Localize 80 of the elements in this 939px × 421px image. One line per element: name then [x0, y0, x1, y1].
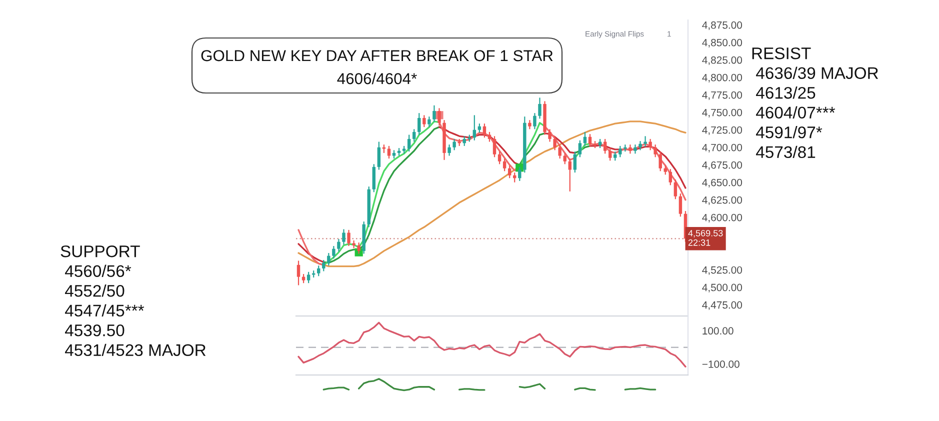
candlestick	[412, 128, 416, 142]
text: RESIST 4636/39 MAJOR 4613/25 4604/07*** 4591/97* 4573/81	[752, 47, 878, 158]
candlestick	[347, 229, 350, 247]
candlestick	[387, 145, 391, 160]
candlestick	[428, 116, 431, 128]
candlestick	[634, 144, 637, 154]
candlestick	[678, 192, 682, 218]
candlestick	[482, 123, 486, 138]
y-tick-label: 4,675.00	[702, 161, 742, 170]
candlestick	[407, 134, 411, 152]
candlestick	[638, 140, 642, 151]
candlestick	[614, 151, 617, 162]
candlestick	[538, 97, 542, 120]
candlestick	[377, 141, 381, 170]
candlestick	[317, 265, 320, 277]
candlestick	[502, 158, 506, 172]
candlestick	[478, 123, 482, 134]
candlestick	[332, 245, 336, 260]
candlestick	[563, 152, 566, 165]
y-tick-label: −100.00	[702, 360, 740, 368]
candlestick	[452, 138, 456, 151]
ref-line-label: 4,569.53 22:31	[688, 230, 723, 246]
candlestick	[618, 145, 622, 158]
y-tick-label: 4,800.00	[702, 74, 742, 82]
text: 4606/4604*	[337, 72, 417, 84]
y-tick-label: 4,500.00	[702, 284, 742, 292]
candlestick	[492, 136, 496, 158]
candlestick	[296, 260, 300, 286]
candlestick	[598, 138, 602, 149]
candlestick	[553, 136, 556, 151]
candlestick	[418, 112, 421, 136]
candlestick	[608, 148, 612, 162]
y-tick-label: 4,525.00	[702, 266, 742, 275]
candlestick	[578, 140, 582, 158]
candlestick	[438, 108, 441, 126]
text: SUPPORT 4560/56* 4552/50 4547/45*** 4539.50 4531/4523 MAJOR	[60, 245, 206, 356]
candlestick	[518, 166, 522, 182]
candlestick	[422, 114, 426, 128]
candlestick	[668, 168, 672, 186]
candlestick	[472, 114, 476, 141]
y-tick-label: 100.00	[702, 327, 734, 335]
y-tick-label: 4,825.00	[702, 56, 742, 65]
candlestick	[528, 120, 532, 130]
candlestick	[337, 238, 340, 252]
candlestick	[372, 164, 376, 193]
candlestick	[432, 104, 436, 123]
candlestick	[644, 136, 647, 148]
candlestick	[357, 242, 360, 254]
candlestick	[327, 252, 330, 266]
candlestick	[654, 144, 657, 158]
y-tick-label: 4,850.00	[702, 38, 742, 48]
y-tick-label: 4,700.00	[702, 144, 742, 152]
candlestick	[342, 228, 346, 246]
y-tick-label: 4,600.00	[702, 214, 742, 222]
candlestick	[603, 138, 607, 154]
candlestick	[322, 259, 326, 272]
y-tick-label: 4,725.00	[702, 126, 742, 135]
y-tick-label: 4,650.00	[702, 178, 742, 188]
candlestick	[648, 138, 652, 151]
y-tick-label: 4,475.00	[702, 301, 742, 310]
y-tick-label: 4,775.00	[702, 91, 742, 100]
candlestick	[664, 164, 667, 176]
candlestick	[628, 144, 632, 154]
candlestick	[498, 151, 502, 165]
candlestick	[508, 164, 512, 179]
candlestick	[306, 271, 310, 284]
candlestick	[558, 144, 562, 160]
candlestick	[588, 134, 592, 148]
candlestick	[448, 144, 451, 156]
y-tick-label: 4,750.00	[702, 108, 742, 118]
line-series	[298, 322, 686, 368]
candlestick	[548, 128, 552, 142]
candlestick	[658, 151, 662, 172]
text: GOLD NEW KEY DAY AFTER BREAK OF 1 STAR	[201, 50, 553, 62]
y-tick-label: 4,875.00	[702, 21, 742, 30]
candlestick	[533, 112, 536, 130]
candlestick	[674, 178, 678, 200]
y-tick-label: 4,625.00	[702, 196, 742, 205]
candlestick	[302, 273, 306, 284]
candlestick	[573, 151, 577, 174]
